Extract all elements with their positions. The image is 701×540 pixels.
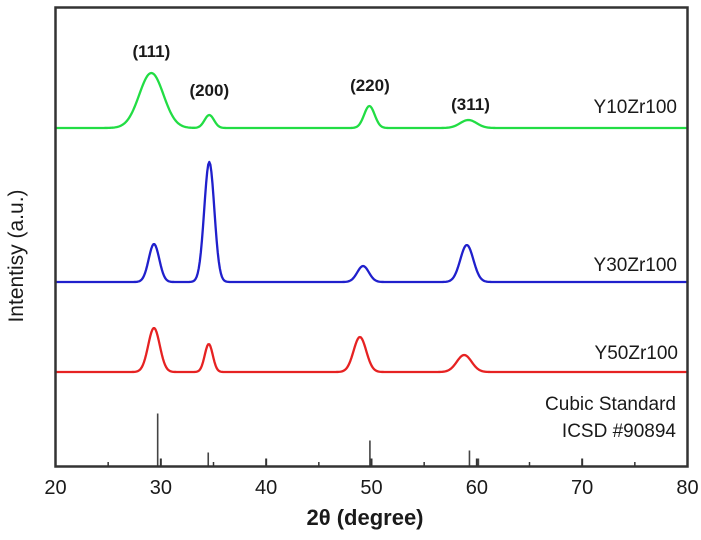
xrd-curves [54,71,689,374]
x-axis-tick-labels: 20 30 40 50 60 70 80 [44,477,698,499]
x-tick-label: 60 [466,477,488,499]
x-tick-label: 70 [571,477,593,499]
y-axis-title: Intentisy (a.u.) [5,189,28,322]
series-label: Y50Zr100 [595,343,678,364]
xrd-curve-y50zr100 [54,327,689,374]
plot-frame [54,6,689,468]
peak-annotation: (311) [451,95,490,114]
xrd-curve-y30zr100 [54,160,689,284]
standard-caption-line: ICSD #90894 [562,421,677,442]
x-tick-label: 80 [676,477,698,499]
series-label: Y30Zr100 [594,255,677,276]
x-tick-label: 40 [255,477,277,499]
peak-annotation: (200) [189,81,229,100]
xrd-curve-y10zr100 [54,71,689,130]
peak-annotation: (111) [132,42,170,61]
series-label: Y10Zr100 [594,97,677,118]
x-tick-label: 50 [360,477,382,499]
peak-annotation: (220) [350,76,390,95]
standard-pattern-lines [156,413,480,466]
x-tick-label: 30 [150,477,172,499]
standard-caption-line: Cubic Standard [545,394,676,415]
x-axis-ticks [54,458,689,467]
x-axis-title: 2θ (degree) [306,505,423,530]
x-tick-label: 20 [44,477,66,499]
